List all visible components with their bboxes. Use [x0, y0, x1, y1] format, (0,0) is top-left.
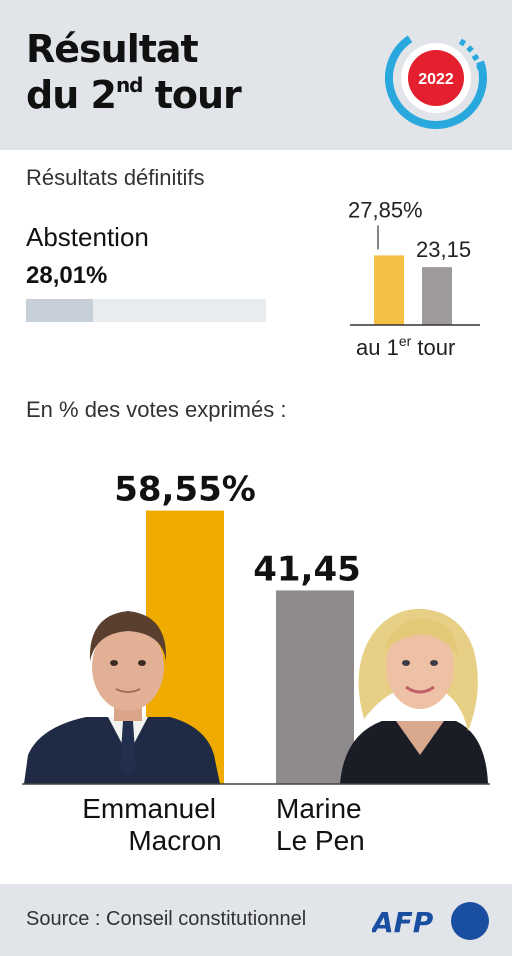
afp-logo-text: AFP [372, 906, 434, 939]
abstention-label: Abstention [26, 222, 149, 252]
first-round-value-label-le-pen: 23,15 [416, 237, 471, 262]
first-round-chart: 27,85% 23,15 au 1er tour [348, 197, 480, 360]
second-round-value-label-le-pen: 41,45 [253, 549, 361, 589]
title-line-2-prefix: du 2 [26, 73, 117, 117]
header-banner: Résultat du 2nd tour 2022 [0, 0, 512, 150]
section-label: En % des votes exprimés : [26, 397, 287, 422]
title-line-2-suffix: tour [142, 73, 242, 117]
page-title: Résultat du 2nd tour [26, 26, 242, 118]
abstention-value: 28,01% [26, 262, 108, 289]
second-round-chart: 58,55% 41,45 Emmanuel Macron Marine Le P… [22, 470, 490, 856]
badge-year: 2022 [418, 71, 454, 88]
title-line-1: Résultat [26, 27, 199, 71]
afp-logo-disc [451, 902, 489, 940]
first-round-value-label-macron: 27,85% [348, 197, 423, 222]
title-line-2-superscript: nd [115, 73, 144, 97]
first-round-bar-macron [374, 255, 404, 325]
first-round-bar-le-pen [422, 267, 452, 325]
abstention-bar-track [26, 299, 266, 322]
second-round-bar-le-pen [276, 590, 354, 784]
second-round-value-label-macron: 58,55% [114, 470, 256, 510]
first-round-axis-label: au 1er tour [356, 333, 455, 360]
election-year-badge-icon: 2022 [385, 27, 487, 129]
badge-ticks [458, 38, 483, 71]
footer: Source : Conseil constitutionnel AFP [0, 884, 512, 956]
candidate-name-le-pen: Marine Le Pen [276, 793, 369, 856]
badge-disc [408, 50, 464, 106]
source-text: Source : Conseil constitutionnel [26, 908, 307, 930]
afp-logo-icon: AFP [372, 902, 489, 940]
macron-portrait [24, 611, 220, 784]
candidate-name-macron: Emmanuel Macron [82, 793, 224, 856]
le-pen-portrait [340, 608, 488, 784]
abstention-bar-fill [26, 299, 94, 322]
subtitle: Résultats définitifs [26, 165, 205, 190]
badge-ring [385, 27, 487, 129]
